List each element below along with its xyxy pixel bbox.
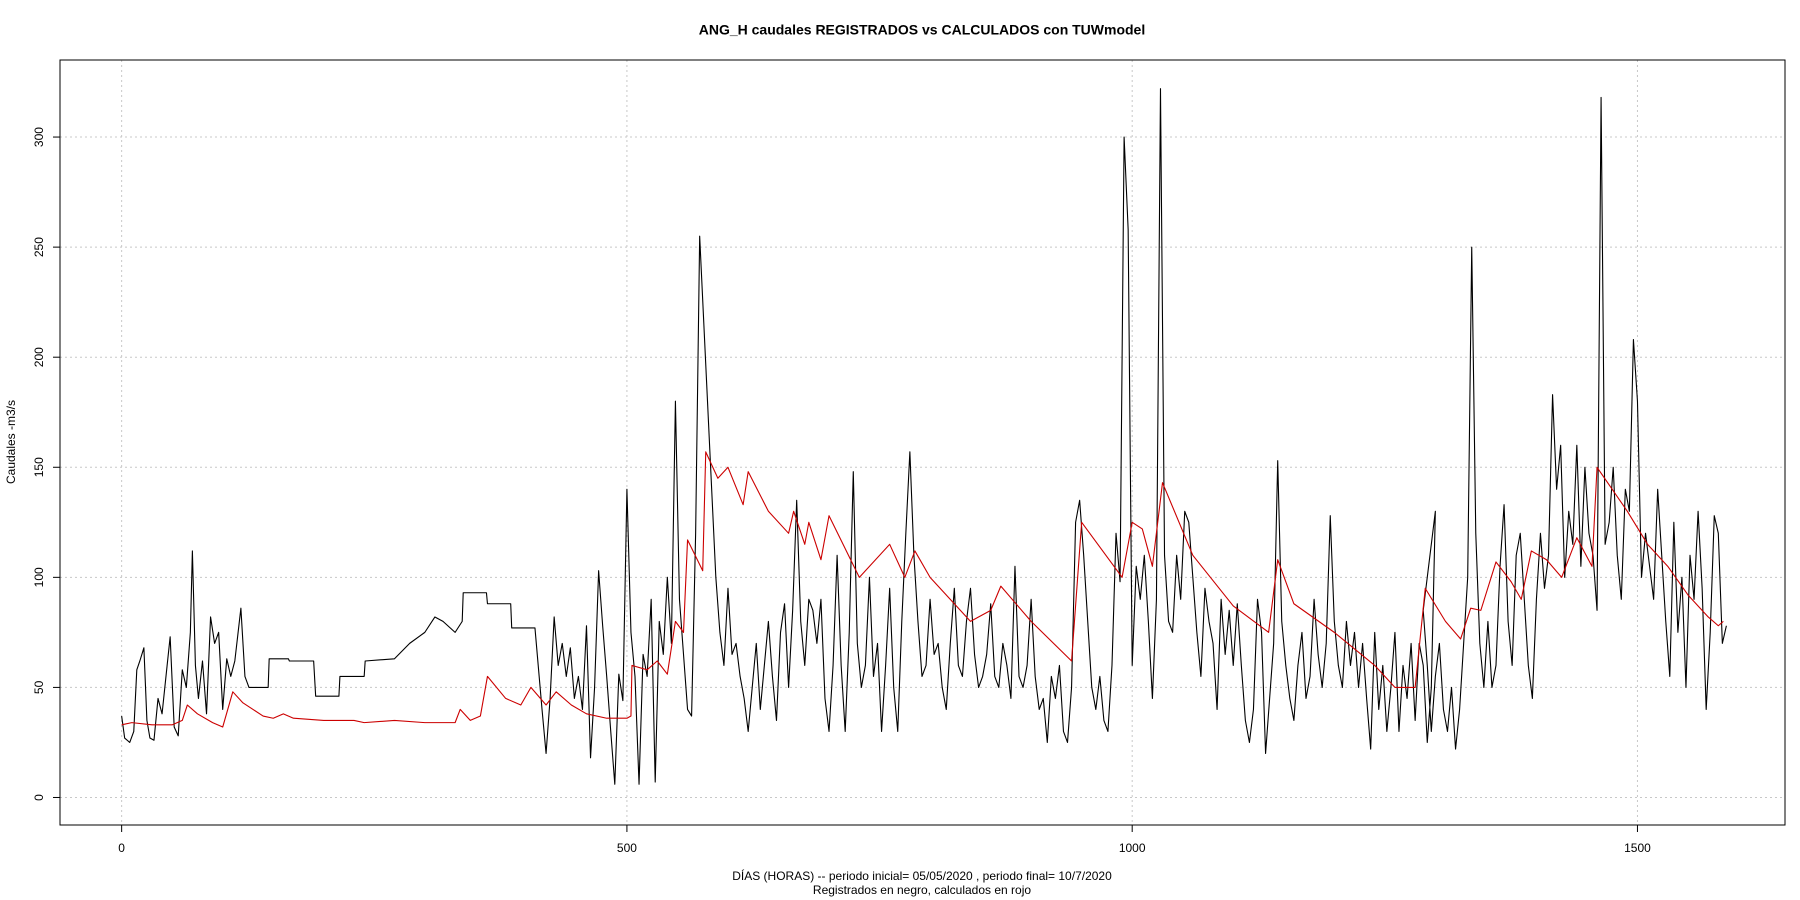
caption: Registrados en negro, calculados en rojo: [813, 883, 1031, 897]
plot-frame: [59, 59, 1786, 826]
y-tick-label: 0: [32, 794, 46, 801]
y-tick-label: 50: [32, 680, 46, 694]
series-line: [121, 451, 1724, 728]
y-tick-label: 100: [32, 567, 46, 587]
x-tick-label: 1000: [1119, 841, 1146, 855]
series-line: [121, 88, 1727, 785]
chart-title: ANG_H caudales REGISTRADOS vs CALCULADOS…: [699, 22, 1146, 38]
y-tick-label: 300: [32, 127, 46, 147]
y-tick-label: 150: [32, 457, 46, 477]
x-tick-label: 0: [118, 841, 125, 855]
x-tick-label: 1500: [1624, 841, 1651, 855]
y-tick-label: 250: [32, 237, 46, 257]
y-axis-label: Caudales -m3/s: [4, 400, 18, 484]
x-tick-label: 500: [617, 841, 637, 855]
x-axis-label: DÍAS (HORAS) -- periodo inicial= 05/05/2…: [732, 868, 1112, 883]
y-tick-label: 200: [32, 347, 46, 367]
